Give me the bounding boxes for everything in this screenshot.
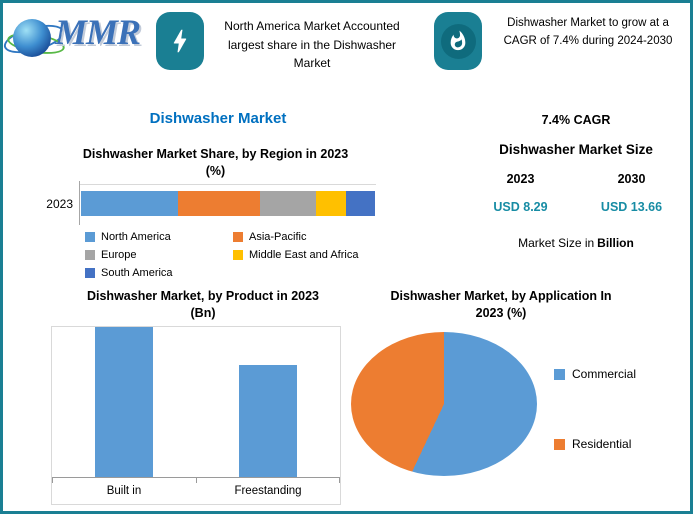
legend-item-commercial: Commercial [554,367,636,381]
application-chart-title: Dishwasher Market, by Application In 202… [355,288,647,322]
axis-tick [339,477,340,483]
market-size-note: Market Size in Billion [465,236,687,250]
year-end: 2030 [617,172,646,186]
region-bar-segment-asia-pacific [178,191,261,216]
callout-region-share: North America Market Accounted largest s… [224,19,400,71]
mmr-logo: MMR [3,7,159,73]
product-chart-title-line1: Dishwasher Market, by Product in 2023 [86,289,320,303]
flame-badge [434,12,482,70]
application-pie [351,332,537,476]
y-axis-line [79,181,80,225]
product-chart: Built in Freestanding [51,326,341,505]
market-size-years: 2023 2030 [465,172,687,186]
note-plain: Market Size in [518,236,595,250]
lightning-icon [173,29,187,53]
logo-text: MMR [55,12,141,52]
axis-tick [196,477,197,483]
legend-swatch [554,438,565,450]
note-bold: Billion [597,236,634,250]
bar-category-label: Freestanding [234,485,302,497]
application-chart-title-line2: 2023 (%) [475,305,527,320]
legend-label: Middle East and Africa [249,249,359,261]
legend-item-south-america: South America [85,264,233,282]
product-chart-title: Dishwasher Market, by Product in 2023 (B… [48,288,358,322]
market-size-values: USD 8.29 USD 13.66 [465,200,687,214]
legend-label: Residential [572,437,632,451]
legend-swatch [85,232,95,242]
product-chart-title-line2: (Bn) [190,305,216,320]
bar-column-freestanding [196,327,340,477]
application-legend: Commercial Residential [554,367,636,451]
legend-label: Commercial [572,367,637,381]
flame-circle [440,23,476,59]
year-start: 2023 [506,172,535,186]
region-legend: North America Asia-Pacific Europe Middle Ea… [85,228,385,282]
legend-item-middle-east-and-africa: Middle East and Africa [233,246,381,264]
axis-tick [52,477,53,483]
value-start: USD 8.29 [493,200,548,214]
legend-label: South America [101,267,173,279]
flame-icon [450,30,466,51]
legend-swatch [554,368,565,380]
region-bar-segment-north-america [81,191,179,216]
value-end: USD 13.66 [600,200,663,214]
legend-item-asia-pacific: Asia-Pacific [233,228,381,246]
region-stacked-bar [81,191,375,216]
bar-freestanding [239,365,297,477]
region-chart-title: Dishwasher Market Share, by Region in 20… [48,146,383,180]
product-plot [52,327,340,483]
legend-item-europe: Europe [85,246,233,264]
legend-swatch [233,232,243,242]
legend-item-north-america: North America [85,228,233,246]
globe-icon [13,19,51,57]
bar-built-in [95,327,153,477]
page-title: Dishwasher Market [149,110,287,127]
region-category-label: 2023 [46,197,73,211]
legend-swatch [85,268,95,278]
legend-label: Europe [101,249,137,261]
region-bar-segment-europe [260,191,317,216]
bar-category-label: Built in [106,485,142,497]
legend-item-residential: Residential [554,437,636,451]
callout-cagr: Dishwasher Market to grow at a CAGR of 7… [503,17,673,47]
region-chart-title-line2: (%) [205,163,226,178]
legend-label: North America [101,231,171,243]
region-bar-segment-middle-east-and-africa [316,191,346,216]
market-size-heading: Dishwasher Market Size [499,142,653,157]
region-chart-title-line1: Dishwasher Market Share, by Region in 20… [82,147,349,161]
gridline [80,184,376,185]
cagr-text: 7.4% CAGR [541,113,611,127]
bar-column-built-in [52,327,196,477]
legend-label: Asia-Pacific [249,231,307,243]
legend-swatch [233,250,243,260]
legend-swatch [85,250,95,260]
product-labels: Built in Freestanding [52,478,340,504]
lightning-badge [156,12,204,70]
application-chart-title-line1: Dishwasher Market, by Application In [390,289,612,303]
region-bar-segment-south-america [345,191,375,216]
